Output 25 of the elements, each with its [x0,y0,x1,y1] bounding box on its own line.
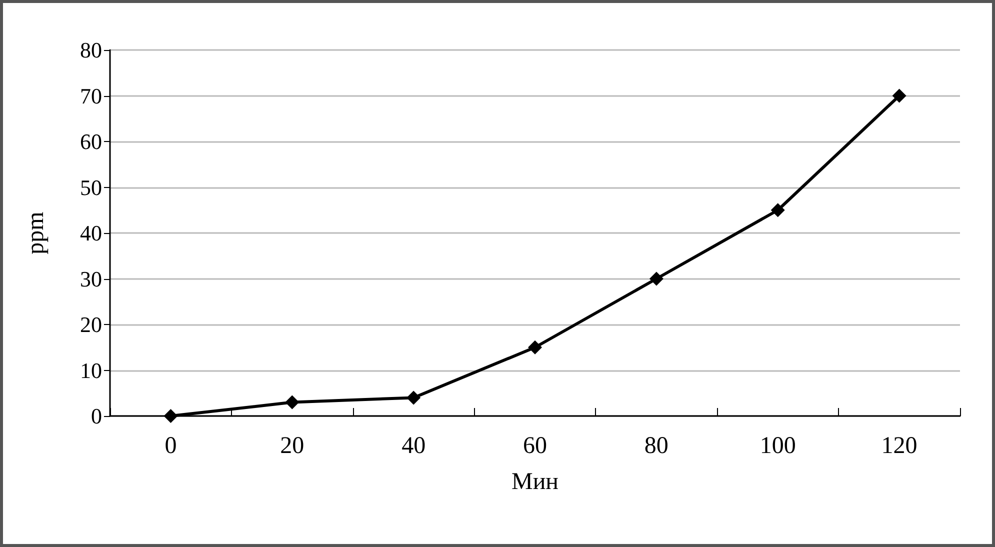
y-tick-label: 20 [80,312,102,337]
y-tick-label: 10 [80,358,102,383]
point [528,340,542,354]
x-tick-label: 80 [644,433,668,459]
point [406,390,421,405]
y-tick-label: 60 [80,129,102,154]
y-tick-label: 30 [80,266,102,292]
point [649,272,664,286]
x-tick-label: 0 [164,433,177,459]
point [892,88,906,103]
y-tick-label: 0 [91,404,102,428]
y-tick-label: 50 [80,174,102,200]
x-tick-label: 40 [402,433,426,459]
x-tick-label: 20 [280,433,304,459]
y-axis-title: ppm [23,211,49,254]
y-tick-label: 40 [80,220,102,246]
x-tick-label: 100 [760,433,796,459]
y-tick-label: 80 [80,38,102,62]
point [285,395,300,410]
y-tick-label: 70 [80,83,102,108]
x-tick-label: 120 [881,433,918,459]
point [770,203,785,218]
x-axis-title: Мин [511,469,559,495]
point [164,409,178,423]
x-tick-label: 60 [523,433,547,459]
